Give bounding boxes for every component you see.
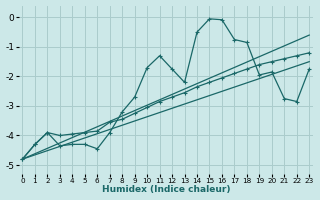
X-axis label: Humidex (Indice chaleur): Humidex (Indice chaleur) [101, 185, 230, 194]
